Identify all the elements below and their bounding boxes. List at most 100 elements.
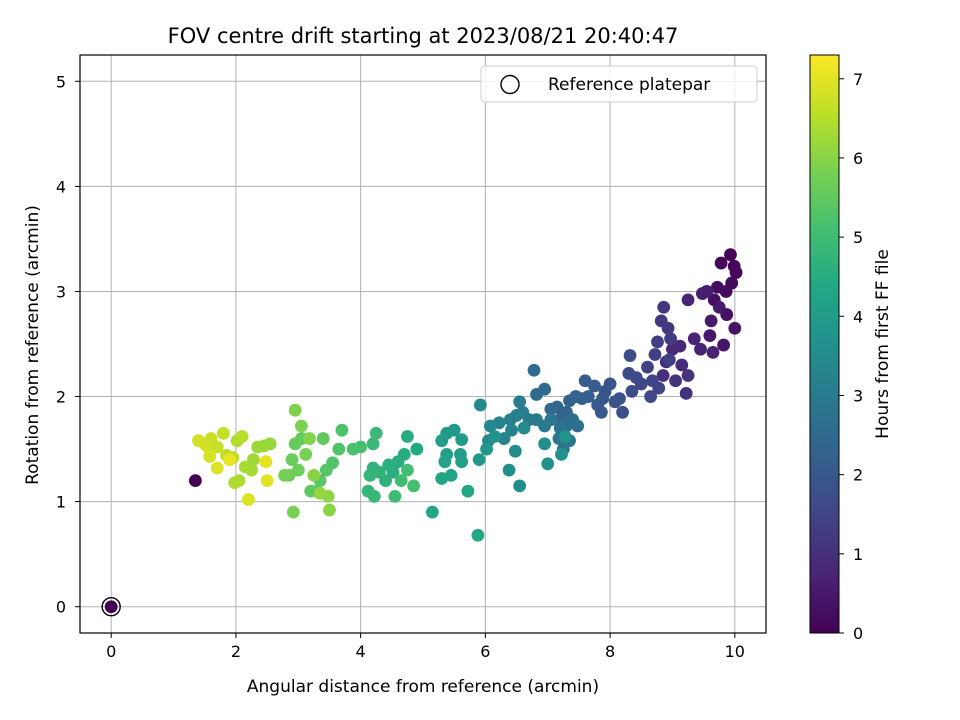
colorbar-tick-label: 0 (853, 624, 863, 643)
data-point (382, 458, 396, 472)
data-point (558, 430, 572, 443)
data-point (278, 468, 291, 482)
data-point (288, 403, 302, 417)
legend-label: Reference platepar (548, 75, 710, 95)
data-point (728, 321, 742, 335)
data-point (578, 374, 592, 388)
data-point (323, 503, 336, 517)
data-point (228, 476, 242, 490)
data-point (435, 472, 449, 485)
data-point (401, 463, 414, 477)
reference-point-ring (101, 597, 121, 617)
chart-title: FOV centre drift starting at 2023/08/21 … (168, 24, 679, 48)
data-point (661, 321, 675, 335)
data-point (188, 474, 202, 488)
y-tick-label: 3 (56, 282, 66, 301)
data-point (681, 293, 695, 307)
y-tick-label: 0 (56, 598, 66, 617)
data-point (712, 300, 726, 314)
y-tick-label: 4 (56, 177, 66, 196)
colorbar-tick-label: 5 (853, 228, 863, 247)
data-point (502, 463, 516, 477)
data-point (401, 430, 414, 443)
data-point (363, 468, 377, 482)
data-point (687, 332, 701, 346)
data-point (669, 374, 682, 388)
data-point (473, 398, 487, 412)
data-point (694, 342, 707, 356)
data-point (563, 394, 576, 408)
x-tick-label: 4 (356, 642, 366, 661)
data-point (717, 338, 730, 352)
data-point (388, 489, 402, 503)
data-point (210, 461, 224, 475)
data-point (238, 460, 252, 474)
data-point (410, 442, 424, 456)
data-point (455, 433, 469, 447)
data-point (710, 280, 724, 294)
data-point (319, 463, 333, 477)
data-point (622, 367, 636, 380)
data-point (246, 453, 260, 466)
x-tick-label: 8 (605, 642, 615, 661)
data-point (644, 390, 658, 403)
data-point (316, 432, 330, 445)
colorbar-tick-label: 7 (853, 70, 863, 89)
x-tick-label: 2 (231, 642, 241, 661)
data-point (455, 455, 469, 469)
data-point (517, 421, 531, 435)
y-tick-label: 2 (56, 388, 66, 407)
colorbar-gradient (809, 54, 840, 634)
data-point (541, 457, 555, 471)
data-point (291, 463, 305, 477)
data-point (695, 287, 709, 300)
colorbar-tick-label: 3 (853, 386, 863, 405)
data-point (438, 455, 452, 469)
data-point (625, 384, 639, 398)
data-point (435, 434, 449, 448)
data-point (259, 455, 273, 469)
reference-point (101, 597, 121, 617)
data-point (594, 405, 608, 419)
data-point (666, 342, 679, 356)
legend-box (480, 65, 758, 103)
data-point (664, 332, 677, 346)
data-point (648, 348, 662, 361)
x-tick-label: 10 (725, 642, 745, 661)
colorbar-label: Hours from first FF file (873, 249, 893, 439)
data-point (544, 402, 558, 416)
data-point (286, 505, 300, 519)
data-point (483, 419, 497, 433)
data-point (303, 432, 316, 445)
data-point (608, 395, 622, 409)
colorbar: 0 1 2 3 4 5 6 7 Hours from first FF file (809, 54, 893, 643)
x-tick-label: 0 (106, 642, 116, 661)
data-point (675, 358, 689, 372)
data-point (203, 450, 217, 463)
data-point (641, 360, 654, 374)
data-point (679, 386, 693, 400)
data-point (299, 447, 313, 461)
legend: Reference platepar (480, 65, 758, 103)
data-point (652, 381, 666, 395)
data-point (714, 256, 728, 270)
x-tick-label: 6 (480, 642, 490, 661)
data-point (471, 528, 485, 542)
y-tick-label: 1 (56, 493, 66, 512)
data-point (288, 437, 302, 451)
data-point (513, 479, 527, 493)
data-point (285, 453, 299, 466)
data-point (729, 266, 743, 279)
x-axis-label: Angular distance from reference (arcmin) (247, 677, 599, 697)
data-point (505, 423, 518, 437)
data-point (704, 314, 718, 328)
y-axis-label: Rotation from reference (arcmin) (23, 205, 43, 485)
data-point (313, 486, 327, 500)
data-point (480, 442, 494, 456)
data-point (623, 349, 637, 362)
data-point (461, 484, 475, 498)
data-point (703, 329, 717, 342)
data-point (346, 442, 360, 456)
data-point (538, 437, 552, 451)
data-point (235, 430, 249, 443)
